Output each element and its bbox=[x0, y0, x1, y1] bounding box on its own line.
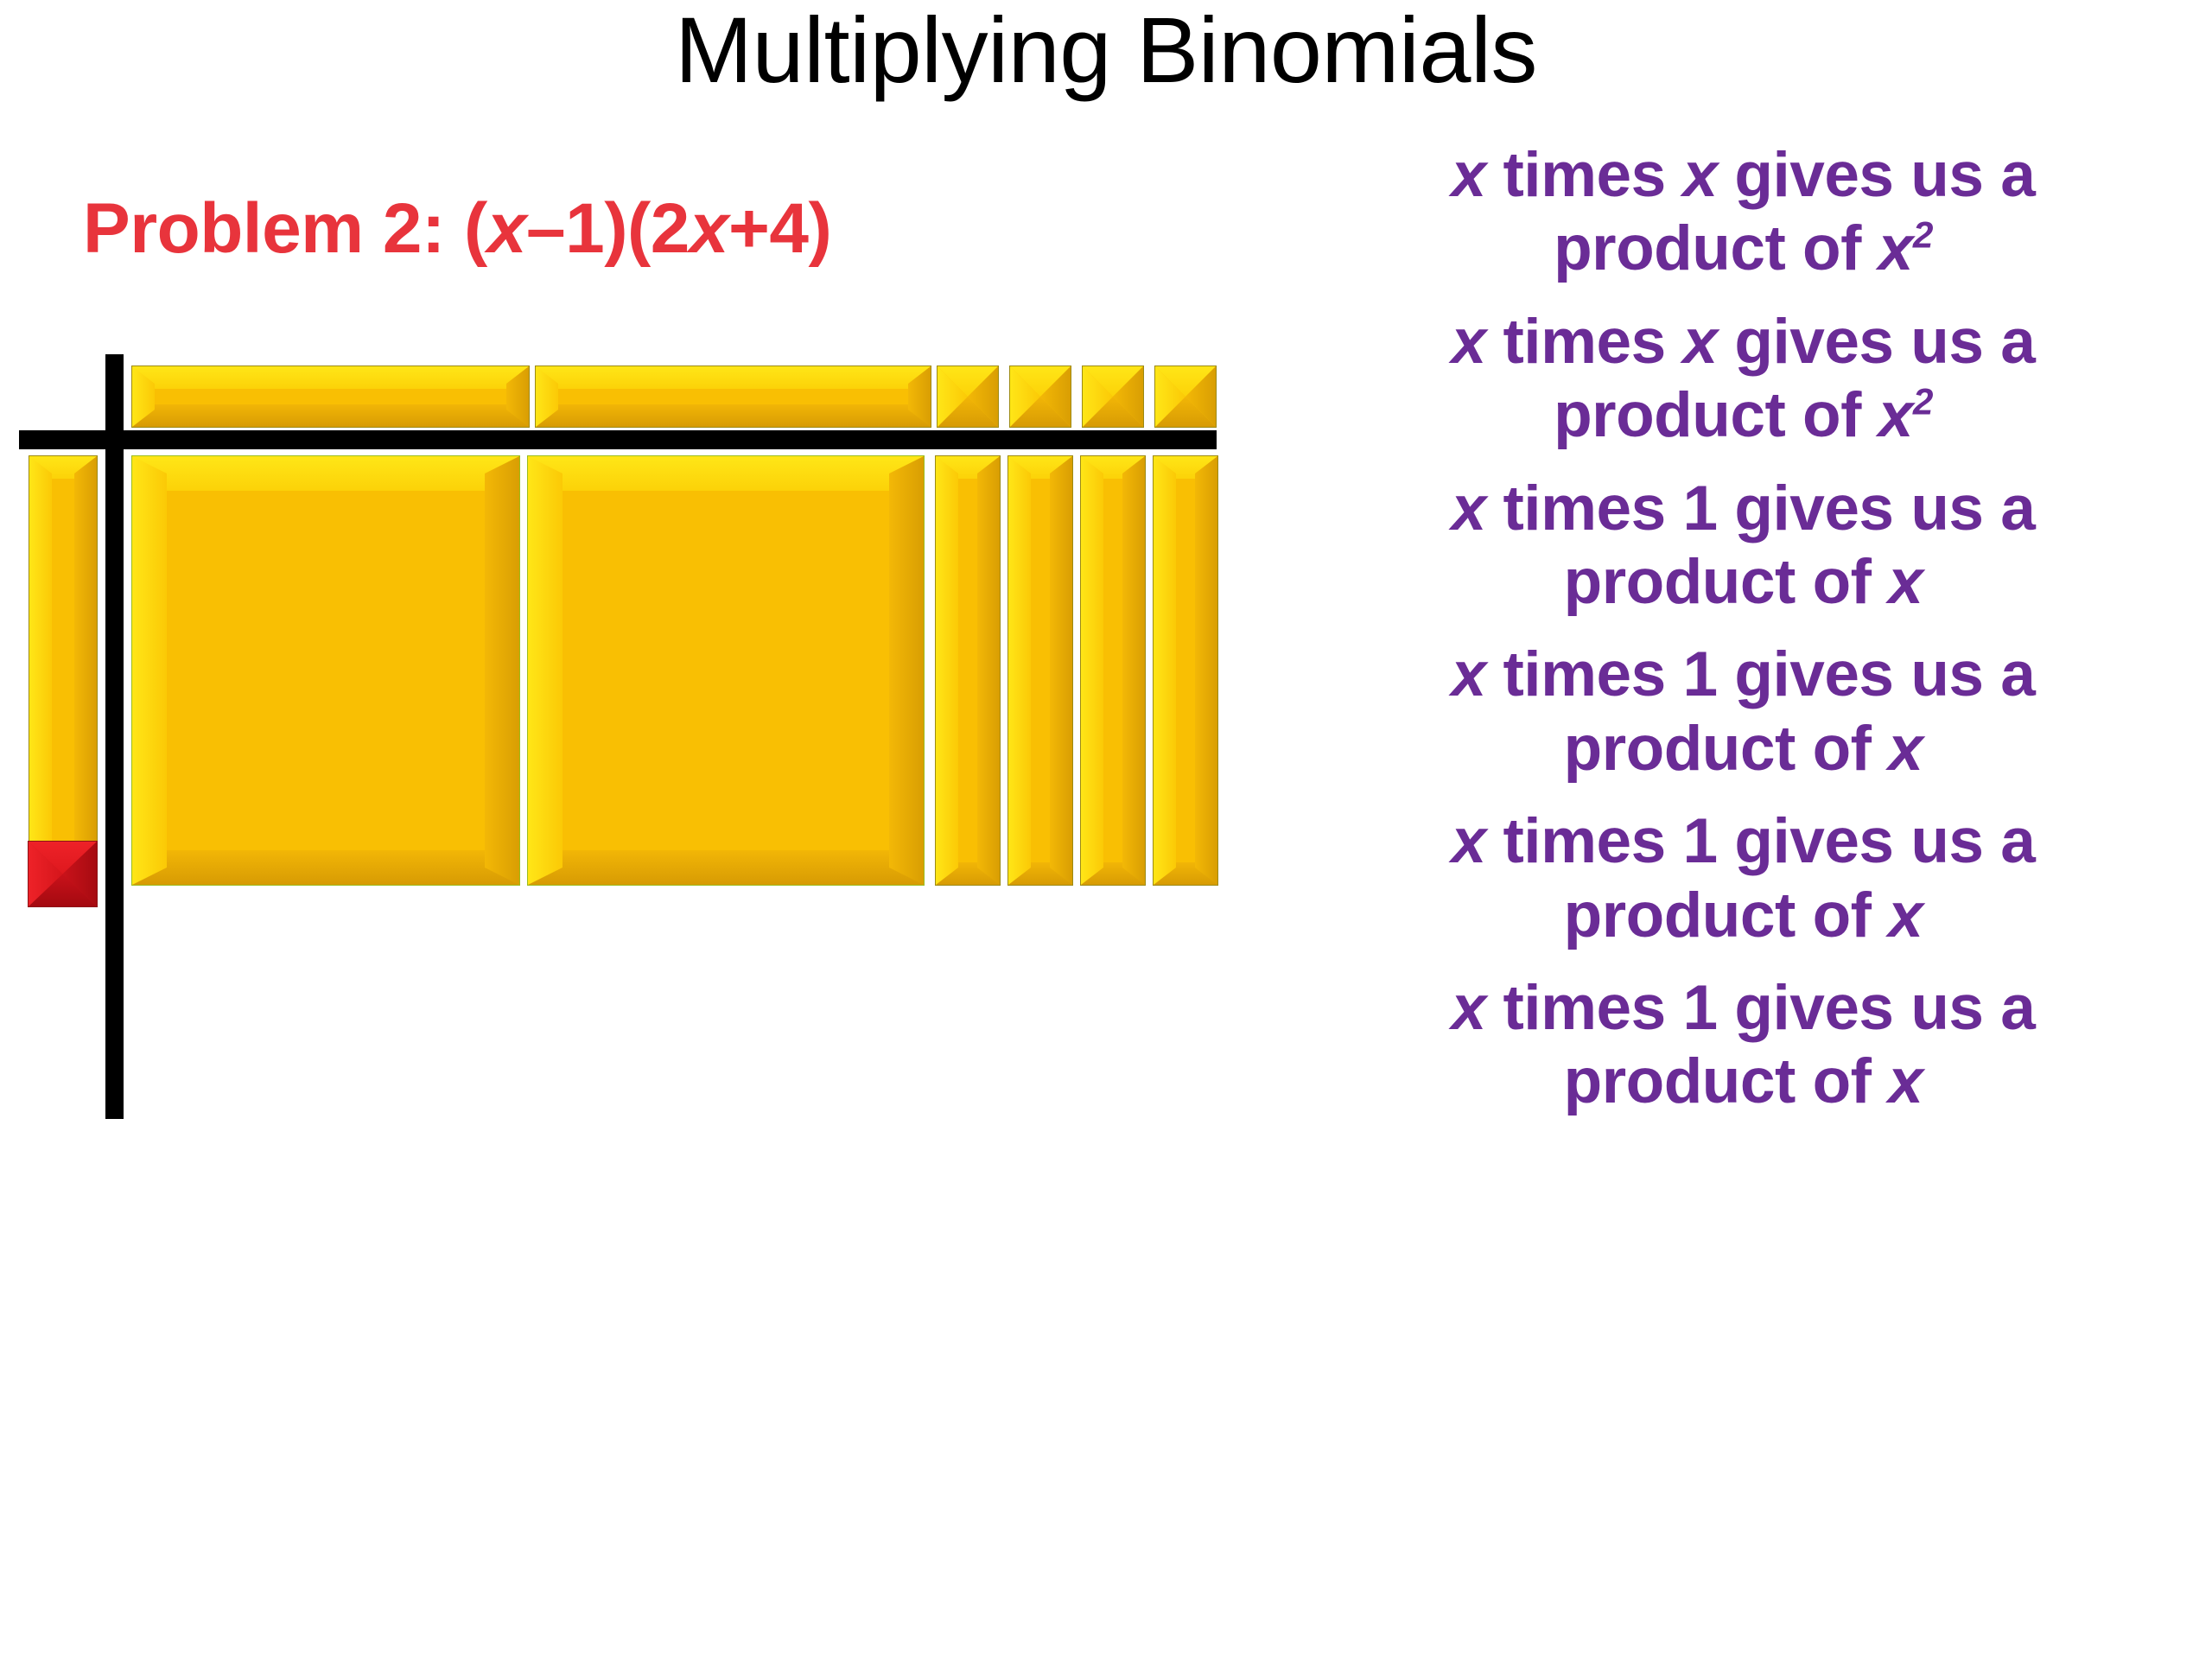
top-x-bar-tile bbox=[535, 365, 931, 428]
explanation-text-fragment: x bbox=[1451, 473, 1487, 543]
product-x-tile bbox=[935, 455, 1001, 886]
top-x-bar-tile bbox=[131, 365, 530, 428]
explanation-text-fragment: x bbox=[1451, 140, 1487, 210]
explanation-text-fragment: x bbox=[1682, 140, 1718, 210]
explanation-text-fragment: 2 bbox=[1912, 215, 1934, 257]
explanation-text-fragment: x bbox=[1888, 880, 1923, 950]
left-negative-unit-square-tile bbox=[28, 841, 98, 907]
explanation-text-fragment: times bbox=[1485, 306, 1683, 377]
explanation-text-fragment: x bbox=[1451, 973, 1487, 1044]
horizontal-axis-line bbox=[19, 430, 1217, 449]
explanation-line-4: x times 1 gives us a product of x bbox=[1335, 638, 2152, 785]
explanation-text-fragment: times 1 gives us a product of bbox=[1485, 806, 2036, 950]
problem-prefix: Problem 2: ( bbox=[83, 189, 487, 268]
problem-variable-2: x bbox=[689, 189, 729, 268]
x-squared-tile bbox=[131, 455, 520, 886]
page-title: Multiplying Binomials bbox=[675, 0, 1537, 102]
explanation-text-fragment: x bbox=[1878, 380, 1914, 451]
explanation-line-6: x times 1 gives us a product of x bbox=[1335, 971, 2152, 1119]
explanation-text-fragment: x bbox=[1888, 1046, 1923, 1117]
left-x-bar-tile bbox=[29, 455, 98, 886]
explanation-line-2: x times x gives us a product of x2 bbox=[1335, 305, 2152, 453]
x-squared-tile bbox=[527, 455, 925, 886]
explanation-text-fragment: times 1 gives us a product of bbox=[1485, 473, 2036, 618]
explanation-line-5: x times 1 gives us a product of x bbox=[1335, 804, 2152, 952]
product-x-tile bbox=[1007, 455, 1073, 886]
product-x-tile bbox=[1080, 455, 1146, 886]
explanation-text-fragment: x bbox=[1451, 306, 1487, 377]
algebra-tile-diagram bbox=[0, 328, 1296, 1119]
explanation-text-fragment: x bbox=[1878, 213, 1914, 284]
top-unit-square-tile bbox=[937, 365, 999, 428]
problem-suffix: +4) bbox=[728, 189, 832, 268]
problem-mid: –1)(2 bbox=[525, 189, 690, 268]
product-x-tile bbox=[1153, 455, 1218, 886]
explanation-text-fragment: gives us a product of bbox=[1554, 140, 2036, 284]
explanation-text-fragment: x bbox=[1451, 639, 1487, 710]
explanation-text-fragment: x bbox=[1451, 806, 1487, 877]
explanation-list: x times x gives us a product of x2 x tim… bbox=[1335, 138, 2152, 1138]
problem-variable-1: x bbox=[486, 189, 527, 268]
explanation-text-fragment: x bbox=[1682, 306, 1718, 377]
explanation-text-fragment: x bbox=[1888, 713, 1923, 784]
explanation-line-3: x times 1 gives us a product of x bbox=[1335, 472, 2152, 620]
problem-label: Problem 2: (x–1)(2x+4) bbox=[83, 188, 832, 270]
top-unit-square-tile bbox=[1009, 365, 1071, 428]
explanation-text-fragment: gives us a product of bbox=[1554, 306, 2036, 451]
top-unit-square-tile bbox=[1082, 365, 1144, 428]
top-unit-square-tile bbox=[1154, 365, 1217, 428]
explanation-text-fragment: 2 bbox=[1912, 381, 1934, 423]
explanation-line-1: x times x gives us a product of x2 bbox=[1335, 138, 2152, 286]
explanation-text-fragment: x bbox=[1888, 547, 1923, 618]
explanation-text-fragment: times 1 gives us a product of bbox=[1485, 973, 2036, 1117]
explanation-text-fragment: times bbox=[1485, 140, 1683, 210]
vertical-axis-line bbox=[105, 354, 124, 1119]
explanation-text-fragment: times 1 gives us a product of bbox=[1485, 639, 2036, 784]
